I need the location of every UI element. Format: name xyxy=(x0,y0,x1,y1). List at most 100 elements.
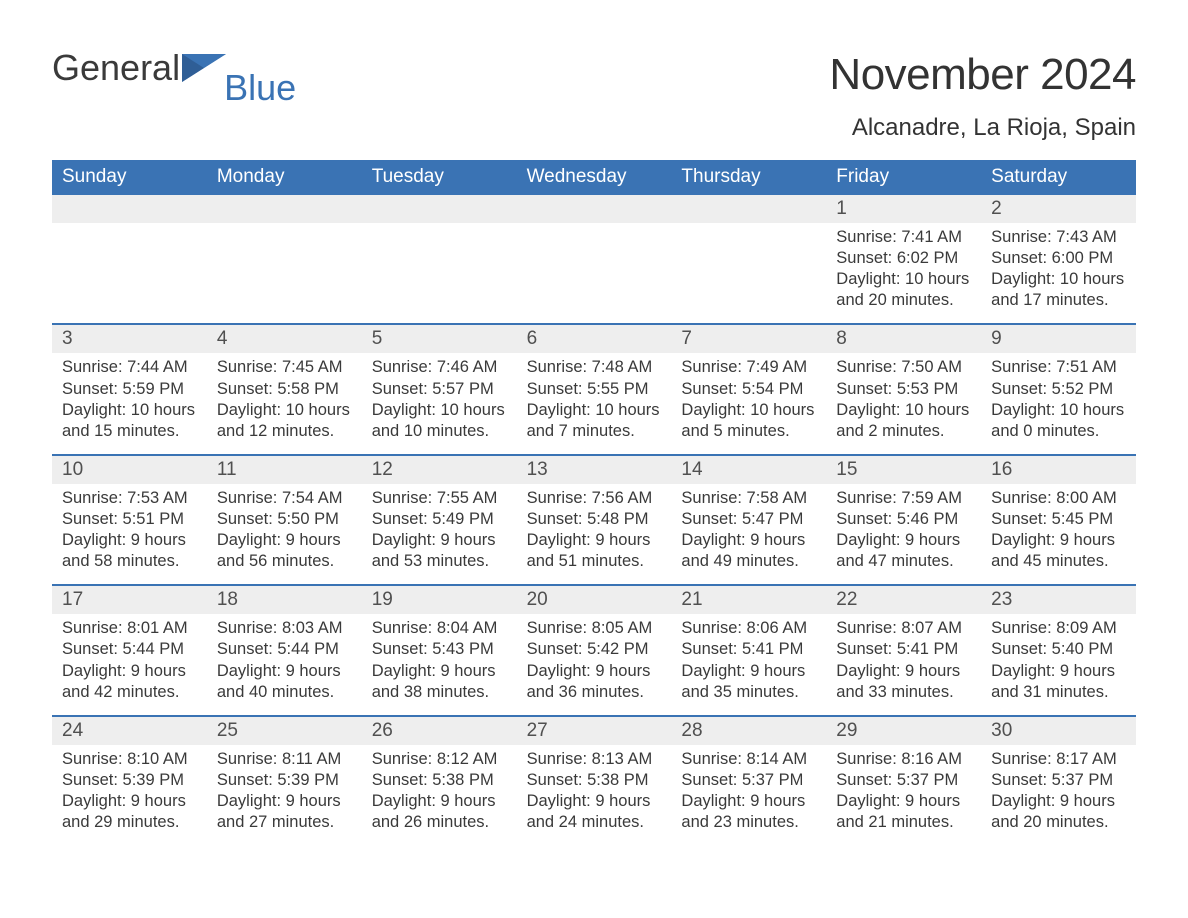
day-cell: Sunrise: 8:13 AMSunset: 5:38 PMDaylight:… xyxy=(517,745,672,845)
day-number: 29 xyxy=(826,717,981,745)
daylight-line: Daylight: 9 hours and 21 minutes. xyxy=(836,791,971,833)
sunrise-line: Sunrise: 8:05 AM xyxy=(527,618,662,639)
sunrise-line: Sunrise: 7:51 AM xyxy=(991,357,1126,378)
daylight-line: Daylight: 9 hours and 45 minutes. xyxy=(991,530,1126,572)
sunset-line: Sunset: 5:37 PM xyxy=(681,770,816,791)
calendar-week: 10111213141516Sunrise: 7:53 AMSunset: 5:… xyxy=(52,454,1136,584)
day-number: 20 xyxy=(517,586,672,614)
sunrise-line: Sunrise: 8:13 AM xyxy=(527,749,662,770)
sunset-line: Sunset: 6:00 PM xyxy=(991,248,1126,269)
day-cell: Sunrise: 7:50 AMSunset: 5:53 PMDaylight:… xyxy=(826,353,981,453)
weekday-header: Saturday xyxy=(981,160,1136,195)
day-number: 17 xyxy=(52,586,207,614)
logo-text-blue: Blue xyxy=(224,70,296,106)
sunset-line: Sunset: 5:42 PM xyxy=(527,639,662,660)
day-number xyxy=(671,195,826,223)
day-number: 21 xyxy=(671,586,826,614)
weekday-header: Monday xyxy=(207,160,362,195)
sunrise-line: Sunrise: 8:10 AM xyxy=(62,749,197,770)
day-number: 4 xyxy=(207,325,362,353)
daylight-line: Daylight: 9 hours and 38 minutes. xyxy=(372,661,507,703)
day-number: 11 xyxy=(207,456,362,484)
sunset-line: Sunset: 5:54 PM xyxy=(681,379,816,400)
week-number-bar: 10111213141516 xyxy=(52,454,1136,484)
day-cell: Sunrise: 7:59 AMSunset: 5:46 PMDaylight:… xyxy=(826,484,981,584)
daylight-line: Daylight: 10 hours and 17 minutes. xyxy=(991,269,1126,311)
day-cell: Sunrise: 8:16 AMSunset: 5:37 PMDaylight:… xyxy=(826,745,981,845)
day-number: 2 xyxy=(981,195,1136,223)
daylight-line: Daylight: 9 hours and 47 minutes. xyxy=(836,530,971,572)
day-cell: Sunrise: 8:04 AMSunset: 5:43 PMDaylight:… xyxy=(362,614,517,714)
sunset-line: Sunset: 5:45 PM xyxy=(991,509,1126,530)
sunset-line: Sunset: 5:48 PM xyxy=(527,509,662,530)
daylight-line: Daylight: 9 hours and 53 minutes. xyxy=(372,530,507,572)
weekday-header: Thursday xyxy=(671,160,826,195)
day-cell xyxy=(517,223,672,323)
sunrise-line: Sunrise: 7:46 AM xyxy=(372,357,507,378)
daylight-line: Daylight: 9 hours and 58 minutes. xyxy=(62,530,197,572)
sunrise-line: Sunrise: 7:45 AM xyxy=(217,357,352,378)
sunrise-line: Sunrise: 7:59 AM xyxy=(836,488,971,509)
daylight-line: Daylight: 9 hours and 20 minutes. xyxy=(991,791,1126,833)
day-number: 28 xyxy=(671,717,826,745)
sunrise-line: Sunrise: 7:56 AM xyxy=(527,488,662,509)
daylight-line: Daylight: 9 hours and 35 minutes. xyxy=(681,661,816,703)
sunset-line: Sunset: 5:39 PM xyxy=(217,770,352,791)
calendar: SundayMondayTuesdayWednesdayThursdayFrid… xyxy=(52,160,1136,845)
day-number: 5 xyxy=(362,325,517,353)
day-cell: Sunrise: 8:06 AMSunset: 5:41 PMDaylight:… xyxy=(671,614,826,714)
sunset-line: Sunset: 5:55 PM xyxy=(527,379,662,400)
day-number: 8 xyxy=(826,325,981,353)
day-number: 13 xyxy=(517,456,672,484)
day-cell: Sunrise: 7:46 AMSunset: 5:57 PMDaylight:… xyxy=(362,353,517,453)
daylight-line: Daylight: 9 hours and 49 minutes. xyxy=(681,530,816,572)
day-number: 6 xyxy=(517,325,672,353)
sunrise-line: Sunrise: 7:53 AM xyxy=(62,488,197,509)
week-number-bar: 3456789 xyxy=(52,323,1136,353)
day-number: 27 xyxy=(517,717,672,745)
day-number: 9 xyxy=(981,325,1136,353)
day-number: 23 xyxy=(981,586,1136,614)
sunset-line: Sunset: 5:53 PM xyxy=(836,379,971,400)
day-number: 15 xyxy=(826,456,981,484)
sunrise-line: Sunrise: 7:50 AM xyxy=(836,357,971,378)
daylight-line: Daylight: 9 hours and 31 minutes. xyxy=(991,661,1126,703)
sunset-line: Sunset: 5:41 PM xyxy=(836,639,971,660)
day-number: 19 xyxy=(362,586,517,614)
day-number: 16 xyxy=(981,456,1136,484)
sunrise-line: Sunrise: 7:41 AM xyxy=(836,227,971,248)
sunrise-line: Sunrise: 7:43 AM xyxy=(991,227,1126,248)
sunrise-line: Sunrise: 8:11 AM xyxy=(217,749,352,770)
week-number-bar: 12 xyxy=(52,195,1136,223)
sunset-line: Sunset: 6:02 PM xyxy=(836,248,971,269)
sunset-line: Sunset: 5:44 PM xyxy=(62,639,197,660)
sunset-line: Sunset: 5:50 PM xyxy=(217,509,352,530)
sunset-line: Sunset: 5:47 PM xyxy=(681,509,816,530)
daylight-line: Daylight: 10 hours and 7 minutes. xyxy=(527,400,662,442)
day-cell: Sunrise: 7:41 AMSunset: 6:02 PMDaylight:… xyxy=(826,223,981,323)
sunset-line: Sunset: 5:40 PM xyxy=(991,639,1126,660)
daylight-line: Daylight: 10 hours and 15 minutes. xyxy=(62,400,197,442)
sunrise-line: Sunrise: 7:58 AM xyxy=(681,488,816,509)
day-cell: Sunrise: 8:17 AMSunset: 5:37 PMDaylight:… xyxy=(981,745,1136,845)
sunrise-line: Sunrise: 7:54 AM xyxy=(217,488,352,509)
sunset-line: Sunset: 5:57 PM xyxy=(372,379,507,400)
sunrise-line: Sunrise: 8:01 AM xyxy=(62,618,197,639)
day-cell: Sunrise: 8:01 AMSunset: 5:44 PMDaylight:… xyxy=(52,614,207,714)
day-cell: Sunrise: 7:54 AMSunset: 5:50 PMDaylight:… xyxy=(207,484,362,584)
daylight-line: Daylight: 10 hours and 2 minutes. xyxy=(836,400,971,442)
logo-triangle-icon xyxy=(182,54,226,82)
day-cell: Sunrise: 8:00 AMSunset: 5:45 PMDaylight:… xyxy=(981,484,1136,584)
title-block: November 2024 Alcanadre, La Rioja, Spain xyxy=(829,50,1136,142)
weekday-header: Wednesday xyxy=(517,160,672,195)
day-cell: Sunrise: 7:56 AMSunset: 5:48 PMDaylight:… xyxy=(517,484,672,584)
day-cell: Sunrise: 7:48 AMSunset: 5:55 PMDaylight:… xyxy=(517,353,672,453)
day-cell: Sunrise: 8:05 AMSunset: 5:42 PMDaylight:… xyxy=(517,614,672,714)
day-number: 7 xyxy=(671,325,826,353)
day-number: 22 xyxy=(826,586,981,614)
sunset-line: Sunset: 5:39 PM xyxy=(62,770,197,791)
day-cell: Sunrise: 7:45 AMSunset: 5:58 PMDaylight:… xyxy=(207,353,362,453)
daylight-line: Daylight: 9 hours and 27 minutes. xyxy=(217,791,352,833)
sunset-line: Sunset: 5:51 PM xyxy=(62,509,197,530)
sunrise-line: Sunrise: 8:04 AM xyxy=(372,618,507,639)
